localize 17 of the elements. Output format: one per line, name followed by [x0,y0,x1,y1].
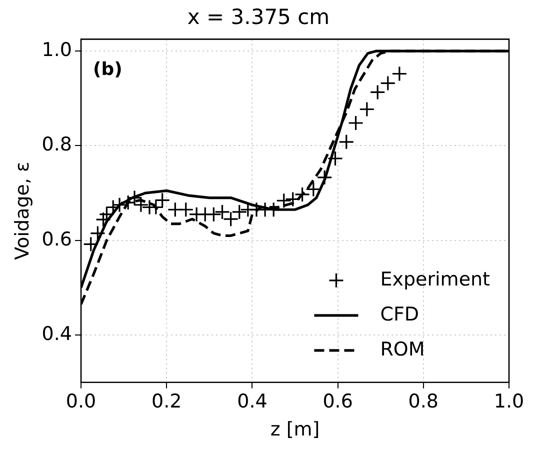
x-tick-label: 0.4 [237,390,268,413]
chart-title: x = 3.375 cm [187,5,330,30]
legend-label: ROM [380,338,425,360]
y-tick-label: 0.6 [42,228,72,250]
x-tick-label: 0.8 [408,390,439,413]
y-tick-label: 0.4 [42,323,72,345]
x-tick-label: 0.2 [152,390,182,413]
annotation: (b) [93,58,122,80]
x-tick-label: 0.6 [322,390,353,413]
y-axis-title: Voidage, ε [11,162,34,260]
x-tick-label: 0.0 [66,390,96,413]
y-tick-label: 1.0 [42,38,72,61]
x-tick-label: 1.0 [494,390,524,413]
legend-label: CFD [380,303,420,326]
x-axis-title: z [m] [270,418,320,441]
legend-label: Experiment [380,268,490,290]
y-tick-label: 0.8 [42,134,72,156]
